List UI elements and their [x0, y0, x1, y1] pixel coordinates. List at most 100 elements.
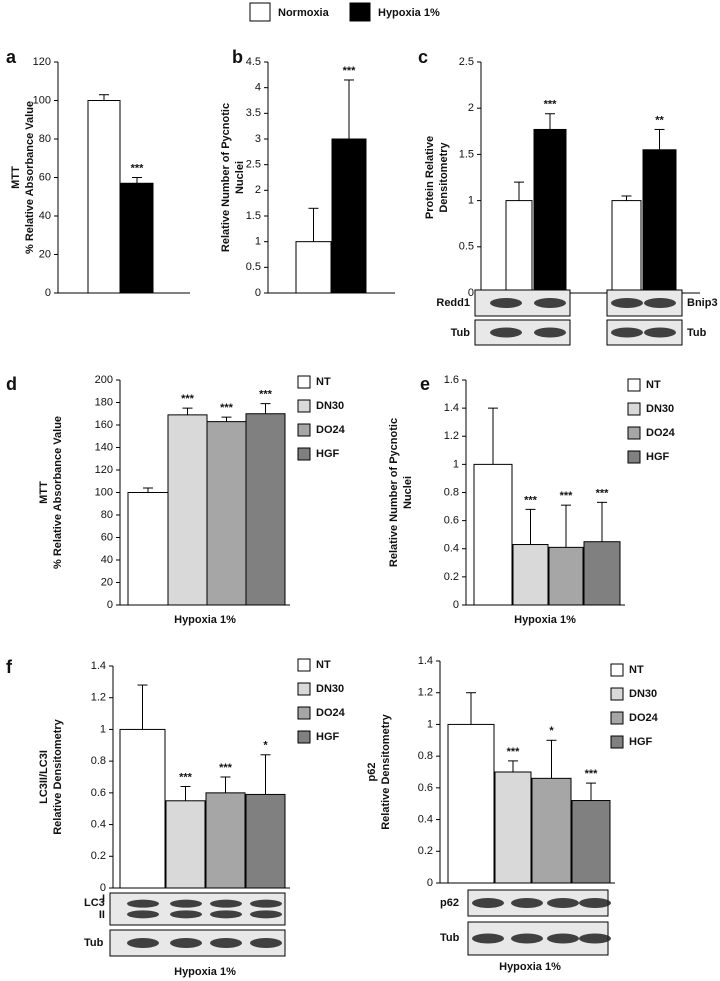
- legend-label: HGF: [316, 731, 340, 743]
- legend-swatch: [610, 687, 624, 701]
- legend-label: DO24: [629, 712, 659, 724]
- y-tick-label: 0.6: [444, 515, 459, 527]
- y-tick-label: 0.2: [418, 845, 433, 857]
- blot-band: [534, 298, 566, 308]
- blot-band: [611, 298, 643, 308]
- bar: [583, 541, 621, 606]
- y-axis-label: % Relative Absorbance Value: [52, 416, 64, 569]
- legend-label: DN30: [316, 400, 344, 412]
- bar: [494, 771, 532, 884]
- blot-band: [210, 899, 242, 908]
- blot-band: [611, 327, 643, 338]
- y-tick-label: 1.4: [91, 660, 106, 672]
- panel-letter: b: [232, 47, 243, 67]
- legend-swatch: [610, 735, 624, 749]
- y-tick-label: 200: [95, 374, 113, 386]
- bar: [295, 241, 332, 294]
- y-tick-label: 20: [101, 576, 113, 588]
- significance: *: [263, 740, 268, 752]
- x-axis-label: Hypoxia 1%: [174, 614, 236, 626]
- significance: ***: [585, 768, 599, 780]
- blot-band: [127, 899, 159, 908]
- legend-label: DO24: [316, 424, 346, 436]
- blot-band: [579, 933, 611, 944]
- bar: [205, 792, 246, 889]
- legend-swatch: [297, 447, 311, 461]
- legend-swatch: [297, 658, 311, 672]
- blot-band: [127, 910, 159, 919]
- y-tick-label: 80: [39, 133, 51, 145]
- y-tick-label: 0.6: [418, 782, 433, 794]
- bar: [642, 149, 677, 294]
- blot-label: Tub: [84, 937, 104, 949]
- legend-label: Hypoxia 1%: [378, 7, 440, 19]
- y-tick-label: 180: [95, 396, 113, 408]
- y-axis-label: Relative Densitometry: [52, 718, 64, 834]
- y-tick-label: 0: [427, 877, 433, 889]
- blot-band: [534, 327, 566, 338]
- y-tick-label: 0.8: [418, 750, 433, 762]
- bar: [245, 413, 286, 606]
- y-tick-label: 3: [255, 133, 261, 145]
- y-tick-label: 0: [255, 287, 261, 299]
- y-tick-label: 0: [107, 599, 113, 611]
- legend-swatch: [297, 682, 311, 696]
- y-tick-label: 1.6: [444, 374, 459, 386]
- blot-band: [170, 938, 202, 948]
- blot-band: [644, 327, 676, 338]
- legend-label: HGF: [629, 736, 653, 748]
- blot-band: [490, 327, 522, 338]
- significance: ***: [507, 746, 521, 758]
- blot-band: [127, 938, 159, 948]
- legend-label: DN30: [646, 403, 674, 415]
- y-tick-label: 140: [95, 441, 113, 453]
- x-axis-label: Hypoxia 1%: [499, 961, 561, 973]
- y-tick-label: 0: [100, 882, 106, 894]
- bar: [611, 200, 642, 294]
- y-tick-label: 1: [255, 236, 261, 248]
- y-tick-label: 0.8: [444, 486, 459, 498]
- legend-label: NT: [316, 659, 331, 671]
- blot-band: [579, 898, 611, 908]
- y-tick-label: 0.4: [418, 813, 433, 825]
- y-tick-label: 4: [255, 82, 261, 94]
- blot-band: [210, 938, 242, 948]
- y-tick-label: 0.4: [91, 818, 106, 830]
- legend-label: NT: [316, 376, 331, 388]
- y-tick-label: 2: [468, 102, 474, 114]
- blot-band: [472, 933, 504, 944]
- y-tick-label: 1: [100, 723, 106, 735]
- y-tick-label: 2: [255, 184, 261, 196]
- bar: [548, 546, 584, 606]
- blot-label: Redd1: [436, 297, 470, 309]
- y-tick-label: 0: [453, 599, 459, 611]
- panel-letter: f: [6, 657, 13, 677]
- bar: [512, 544, 549, 606]
- panel-letter: e: [420, 374, 430, 394]
- blot-band: [170, 899, 202, 908]
- legend-label: HGF: [316, 448, 340, 460]
- y-tick-label: 0.8: [91, 755, 106, 767]
- bar: [167, 414, 208, 606]
- y-tick-label: 60: [39, 171, 51, 183]
- blot-band: [511, 933, 543, 944]
- legend-swatch: [610, 663, 624, 677]
- y-tick-label: 1.2: [91, 692, 106, 704]
- y-tick-label: 60: [101, 531, 113, 543]
- legend-swatch: [627, 450, 641, 464]
- legend-swatch: [627, 402, 641, 416]
- bar: [127, 492, 169, 606]
- legend-label: NT: [629, 664, 644, 676]
- y-tick-label: 160: [95, 419, 113, 431]
- blot-label: p62: [440, 897, 459, 909]
- legend-swatch: [349, 2, 371, 22]
- y-tick-label: 20: [39, 248, 51, 260]
- significance: ***: [596, 487, 610, 499]
- y-tick-label: 0.6: [91, 787, 106, 799]
- significance: ***: [544, 99, 558, 111]
- x-axis-label: Hypoxia 1%: [174, 966, 236, 978]
- y-tick-label: 1: [468, 195, 474, 207]
- y-tick-label: 80: [101, 509, 113, 521]
- significance: ***: [220, 402, 234, 414]
- y-tick-label: 0: [468, 287, 474, 299]
